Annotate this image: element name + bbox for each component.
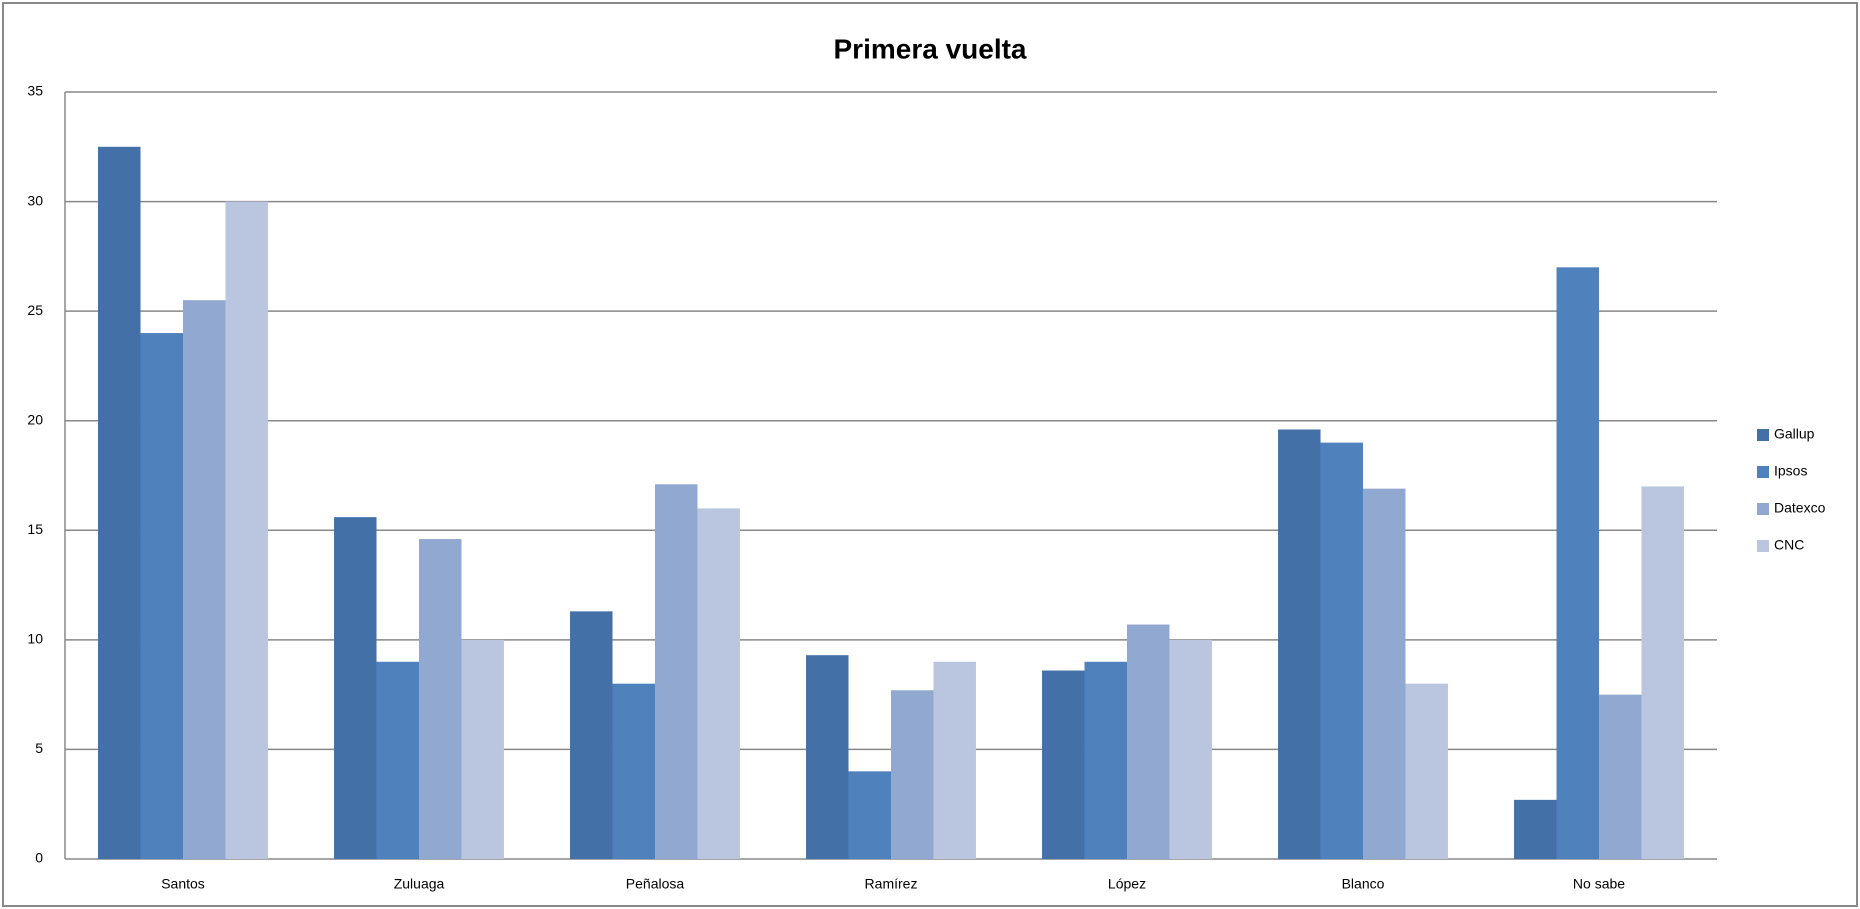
bar <box>1405 683 1448 859</box>
bar <box>1556 267 1599 859</box>
bar <box>806 655 849 859</box>
y-tick-label: 10 <box>27 631 43 647</box>
bar <box>183 300 226 860</box>
y-tick-label: 20 <box>27 411 43 427</box>
x-tick-label: Peñalosa <box>626 876 685 892</box>
y-tick-label: 0 <box>35 850 43 866</box>
bar <box>98 146 141 860</box>
x-tick-label: Zuluaga <box>394 876 445 892</box>
bar <box>140 333 183 859</box>
bar <box>848 771 891 859</box>
bar <box>697 508 740 859</box>
bar <box>1084 661 1127 859</box>
legend-swatch <box>1757 540 1769 552</box>
legend-label: CNC <box>1774 537 1804 553</box>
y-tick-label: 30 <box>27 192 43 208</box>
x-tick-label: Santos <box>161 876 205 892</box>
x-tick-label: Ramírez <box>865 876 918 892</box>
y-tick-label: 5 <box>35 740 43 756</box>
legend-label: Gallup <box>1774 426 1815 442</box>
bar <box>1278 429 1321 859</box>
legend-label: Datexco <box>1774 500 1826 516</box>
bar <box>334 517 377 859</box>
bar <box>933 661 976 859</box>
bar <box>1363 488 1406 859</box>
bar <box>1127 624 1170 859</box>
chart-title: Primera vuelta <box>834 33 1027 64</box>
bar <box>1169 639 1212 859</box>
bar <box>612 683 655 859</box>
bar <box>376 661 419 859</box>
bar <box>1599 694 1642 859</box>
bar <box>570 611 613 859</box>
x-tick-label: Blanco <box>1342 876 1385 892</box>
bar <box>1320 442 1363 859</box>
legend-swatch <box>1757 503 1769 515</box>
legend-swatch <box>1757 429 1769 441</box>
bar <box>655 484 698 859</box>
y-tick-label: 25 <box>27 302 43 318</box>
legend-swatch <box>1757 466 1769 478</box>
bar <box>1641 486 1684 859</box>
y-tick-label: 15 <box>27 521 43 537</box>
bar <box>1514 799 1557 859</box>
y-tick-label: 35 <box>27 83 43 99</box>
bar <box>225 201 268 860</box>
bar <box>461 639 504 859</box>
bar <box>891 690 934 859</box>
x-tick-label: No sabe <box>1573 876 1625 892</box>
legend-label: Ipsos <box>1774 463 1807 479</box>
bar <box>419 539 462 859</box>
bar <box>1042 670 1085 859</box>
x-tick-label: López <box>1108 876 1146 892</box>
